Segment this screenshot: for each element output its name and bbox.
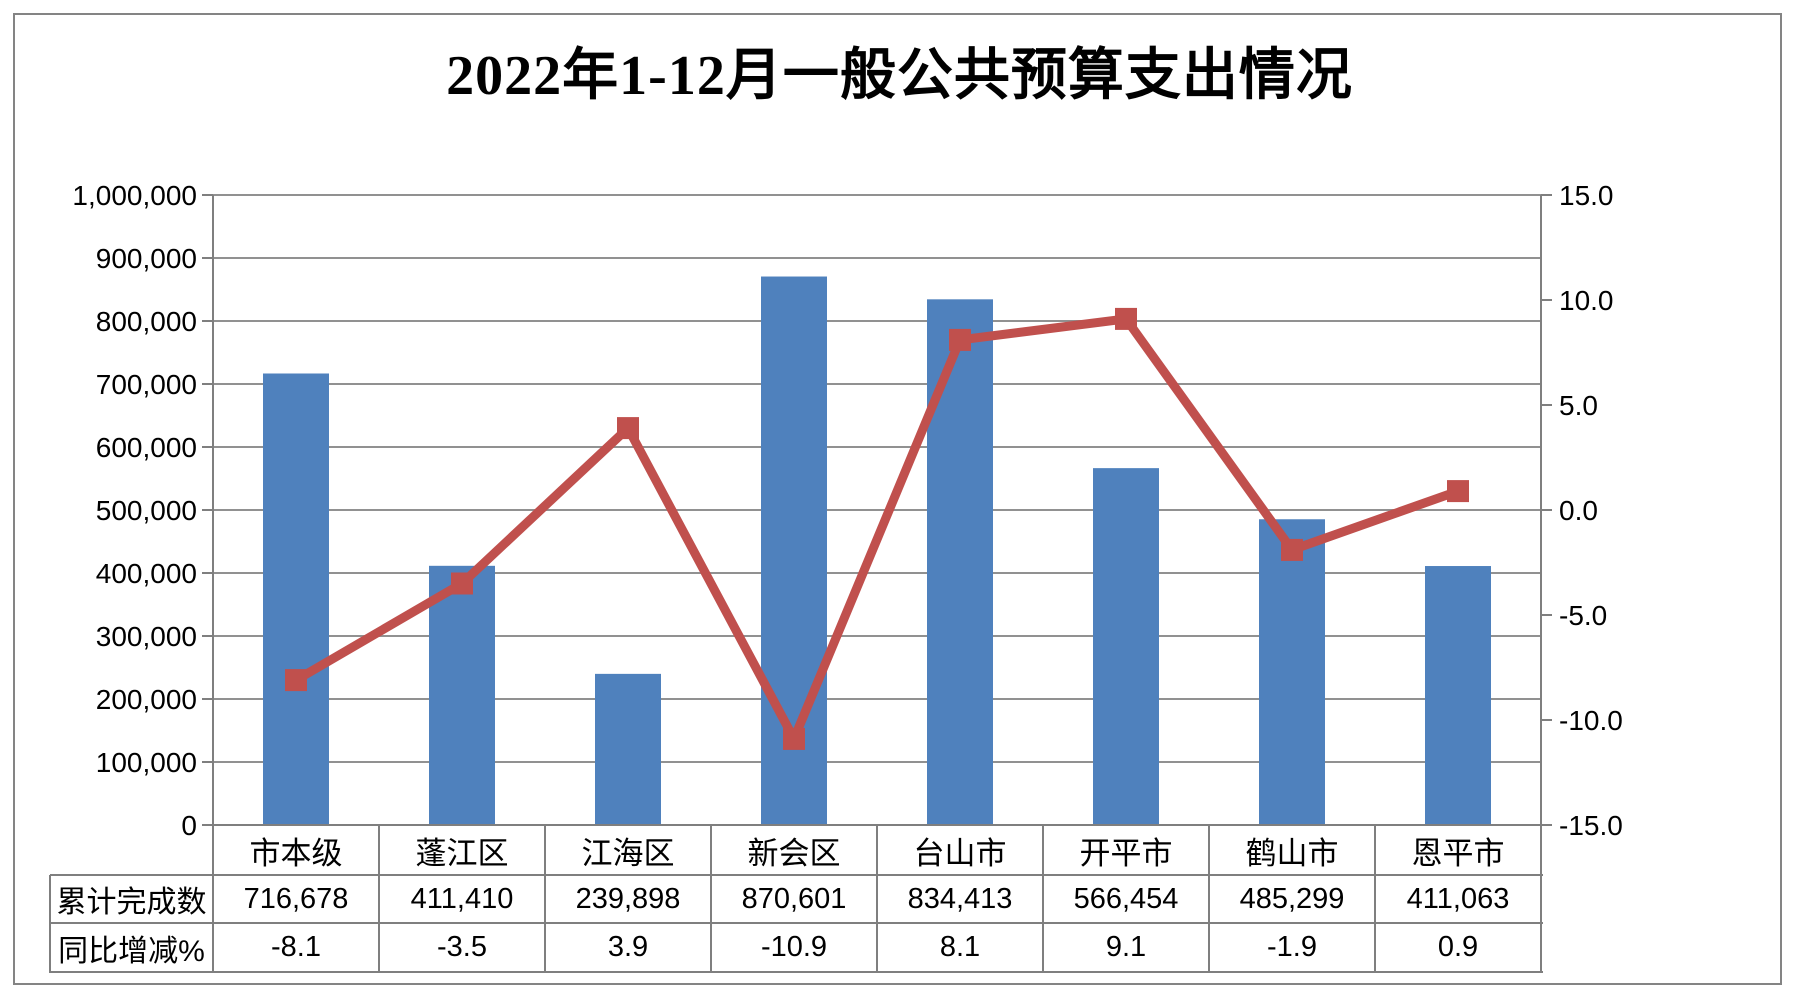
right-axis-label: 15.0 [1559, 180, 1614, 211]
table-cell: 870,601 [741, 882, 847, 915]
table-border-line [1208, 825, 1210, 973]
left-axis-label: 200,000 [96, 684, 197, 715]
table-border-line [50, 922, 1543, 924]
line-marker-5 [1115, 307, 1137, 330]
table-row-header: 同比增减% [58, 934, 205, 968]
left-axis-label: 700,000 [96, 369, 197, 400]
line-marker-0 [285, 669, 307, 692]
left-axis-label: 800,000 [96, 306, 197, 337]
table-cell: 8.1 [939, 931, 981, 963]
line-marker-6 [1281, 538, 1303, 561]
table-cell: 9.1 [1105, 931, 1147, 963]
left-axis-label: 900,000 [96, 243, 197, 274]
line-marker-3 [783, 727, 805, 750]
table-cell: 411,063 [1406, 882, 1510, 915]
table-cell: -1.9 [1267, 931, 1317, 963]
bar-2 [595, 673, 661, 825]
bar-4 [927, 299, 993, 825]
table-border-line [378, 825, 380, 973]
category-label: 新会区 [747, 835, 841, 871]
bar-7 [1425, 566, 1491, 825]
left-axis-label: 1,000,000 [72, 180, 197, 211]
category-label: 开平市 [1079, 835, 1173, 871]
left-axis-label: 0 [181, 810, 197, 841]
table-cell: -10.9 [760, 931, 828, 963]
table-border-line [544, 825, 546, 973]
chart-title: 2022年1-12月一般公共预算支出情况 [446, 45, 1353, 107]
bar-0 [263, 373, 329, 825]
table-border-line [876, 825, 878, 973]
table-cell: 3.9 [607, 931, 649, 963]
category-label: 鹤山市 [1245, 835, 1339, 871]
right-axis-label: 10.0 [1559, 285, 1614, 316]
left-axis-label: 300,000 [96, 621, 197, 652]
table-cell: 834,413 [907, 882, 1013, 915]
line-marker-2 [617, 417, 639, 440]
left-axis-label: 400,000 [96, 558, 197, 589]
table-cell: 566,454 [1073, 882, 1179, 915]
line-series [293, 314, 1460, 750]
left-axis-label: 500,000 [96, 495, 197, 526]
category-label: 恩平市 [1411, 835, 1505, 871]
table-border-line [1540, 825, 1542, 973]
table-cell: 0.9 [1437, 931, 1479, 963]
right-axis-label: -10.0 [1559, 705, 1623, 736]
bar-5 [1093, 468, 1159, 825]
line-marker-4 [949, 328, 971, 351]
table-border-line [50, 971, 1543, 973]
left-axis-label: 100,000 [96, 747, 197, 778]
table-cell: 716,678 [243, 882, 349, 915]
bar-6 [1259, 519, 1325, 825]
category-label: 江海区 [581, 835, 675, 871]
category-label: 市本级 [249, 835, 343, 871]
left-axis-label: 600,000 [96, 432, 197, 463]
right-axis-label: 5.0 [1559, 390, 1598, 421]
line-marker-1 [451, 572, 473, 595]
line-marker-7 [1447, 480, 1469, 503]
bar-1 [429, 565, 495, 825]
table-row-header: 累计完成数 [56, 886, 207, 919]
table-cell: 239,898 [575, 882, 681, 915]
table-border-line [710, 825, 712, 973]
table-cell: -3.5 [437, 931, 487, 963]
table-cell: 411,410 [410, 882, 514, 915]
table-border-line [1374, 825, 1376, 973]
table-border-line [212, 825, 214, 973]
right-axis-label: 0.0 [1559, 495, 1598, 526]
category-label: 蓬江区 [415, 835, 509, 871]
table-cell: 485,299 [1239, 882, 1345, 915]
table-border-line [1042, 825, 1044, 973]
table-border-line [50, 874, 1543, 876]
table-border-line [49, 875, 51, 973]
right-axis-label: -15.0 [1559, 810, 1623, 841]
table-cell: -8.1 [271, 931, 321, 963]
category-label: 台山市 [913, 835, 1007, 871]
right-axis-label: -5.0 [1559, 600, 1607, 631]
